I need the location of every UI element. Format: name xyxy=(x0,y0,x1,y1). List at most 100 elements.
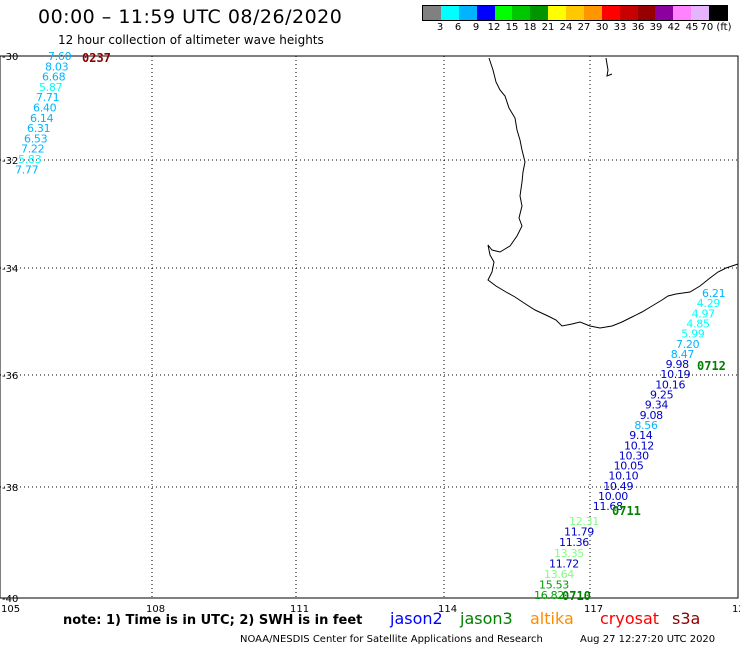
wave-height-label: 9.98 xyxy=(666,358,690,371)
track-time-tag: 0712 xyxy=(697,359,726,373)
lat-label: -36 xyxy=(2,371,18,382)
scale-swatch xyxy=(423,6,441,20)
scale-label: 70 (ft) xyxy=(700,22,732,33)
scale-swatch xyxy=(583,6,602,20)
footer-credit: NOAA/NESDIS Center for Satellite Applica… xyxy=(240,634,543,645)
scale-swatch xyxy=(512,6,531,20)
wave-height-label: 7.60 xyxy=(48,50,72,63)
wave-height-label: 9.34 xyxy=(645,399,669,412)
scale-label: 30 xyxy=(595,22,609,33)
wave-height-label: 10.00 xyxy=(598,490,628,503)
wave-height-label: 6.68 xyxy=(42,71,66,84)
wave-height-label: 7.71 xyxy=(36,91,59,104)
scale-swatch xyxy=(601,6,620,20)
scale-label: 36 xyxy=(631,22,645,33)
lat-label: -32 xyxy=(2,156,18,167)
footer-timestamp: Aug 27 12:27:20 UTC 2020 xyxy=(580,634,716,645)
wave-height-label: 11.68 xyxy=(593,500,623,513)
map-frame xyxy=(0,55,739,599)
wave-height-label: 6.14 xyxy=(30,112,54,125)
scale-swatch xyxy=(530,6,549,20)
lon-label: 114 xyxy=(438,604,457,615)
wave-height-label: 11.72 xyxy=(549,557,579,570)
scale-swatch xyxy=(458,6,477,20)
scale-swatch xyxy=(691,6,709,20)
wave-height-label: 10.30 xyxy=(619,449,649,462)
satellite-altika: altika xyxy=(530,609,574,628)
track-time-tag: 0237 xyxy=(82,51,111,65)
scale-label: 12 xyxy=(487,22,501,33)
coastline xyxy=(487,57,739,329)
wave-height-label: 8.47 xyxy=(671,348,695,361)
color-scale-bar xyxy=(422,5,728,21)
lon-label: 108 xyxy=(146,604,165,615)
wave-height-label: 8.56 xyxy=(634,419,658,432)
wave-height-label: 6.21 xyxy=(702,287,725,300)
satellite-jason3: jason3 xyxy=(460,609,513,628)
color-scale-labels: 3 6 9 12 15 18 21 24 27 30 33 36 39 42 45 70 (ft) xyxy=(422,22,732,34)
satellite-jason2: jason2 xyxy=(390,609,443,628)
scale-label: 27 xyxy=(577,22,591,33)
scale-swatch xyxy=(476,6,495,20)
wave-height-label: 7.20 xyxy=(676,338,700,351)
lat-label: -30 xyxy=(2,52,18,63)
lat-label: -38 xyxy=(2,483,18,494)
scale-label: 18 xyxy=(523,22,537,33)
scale-swatch xyxy=(548,6,566,20)
wave-height-label: 4.29 xyxy=(697,297,721,310)
scale-label: 3 xyxy=(436,22,444,33)
wave-height-label: 13.64 xyxy=(544,568,574,581)
scale-swatch xyxy=(440,6,459,20)
wave-height-label: 5.83 xyxy=(18,153,42,166)
wave-height-label: 5.99 xyxy=(681,328,705,341)
wave-height-label: 8.03 xyxy=(45,60,69,73)
wave-height-label: 4.97 xyxy=(692,307,716,320)
scale-swatch xyxy=(566,6,584,20)
scale-label: 6 xyxy=(454,22,462,33)
scale-swatch xyxy=(619,6,638,20)
lon-label: 120 xyxy=(732,604,740,615)
satellite-s3a: s3a xyxy=(672,609,701,628)
scale-label: 21 xyxy=(541,22,555,33)
scale-label: 15 xyxy=(505,22,519,33)
wave-height-label: 10.05 xyxy=(614,460,644,473)
wave-height-label: 15.53 xyxy=(539,579,569,592)
wave-height-label: 6.31 xyxy=(27,122,50,135)
lat-label: -40 xyxy=(2,594,18,605)
wave-height-label: 6.53 xyxy=(24,132,48,145)
scale-swatch xyxy=(655,6,674,20)
wave-height-label: 12.31 xyxy=(569,515,599,528)
coastline-feature xyxy=(605,57,613,77)
scale-label: 24 xyxy=(559,22,573,33)
lon-label: 105 xyxy=(1,604,20,615)
wave-height-label: 5.87 xyxy=(39,81,63,94)
scale-swatch xyxy=(494,6,513,20)
wave-height-label: 9.25 xyxy=(650,389,674,402)
wave-height-label: 10.10 xyxy=(608,470,638,483)
units-note: note: 1) Time is in UTC; 2) SWH is in fe… xyxy=(63,613,363,628)
scale-label: 42 xyxy=(667,22,681,33)
wave-height-label: 7.22 xyxy=(21,143,44,156)
wave-height-label: 10.49 xyxy=(603,480,633,493)
wave-height-label: 9.14 xyxy=(629,429,653,442)
track-time-tag: 0711 xyxy=(612,504,641,518)
scale-label: 9 xyxy=(472,22,480,33)
wave-height-label: 7.77 xyxy=(15,163,39,176)
scale-label: 39 xyxy=(649,22,663,33)
wave-height-label: 9.08 xyxy=(640,409,664,422)
scale-label: 45 xyxy=(685,22,699,33)
wave-height-label: 11.36 xyxy=(559,536,589,549)
scale-swatch xyxy=(709,6,727,20)
wave-height-label: 4.85 xyxy=(686,317,710,330)
chart-subtitle: 12 hour collection of altimeter wave hei… xyxy=(58,33,324,47)
satellite-cryosat: cryosat xyxy=(600,609,660,628)
wave-height-label: 16.82 xyxy=(534,589,564,602)
lat-label: -34 xyxy=(2,264,18,275)
wave-height-label: 6.40 xyxy=(33,102,57,115)
wave-height-label: 10.19 xyxy=(660,368,690,381)
lon-label: 117 xyxy=(584,604,603,615)
wave-height-label: 10.16 xyxy=(655,378,685,391)
track-time-tag: 0710 xyxy=(562,589,591,603)
wave-height-label: 13.35 xyxy=(554,547,584,560)
